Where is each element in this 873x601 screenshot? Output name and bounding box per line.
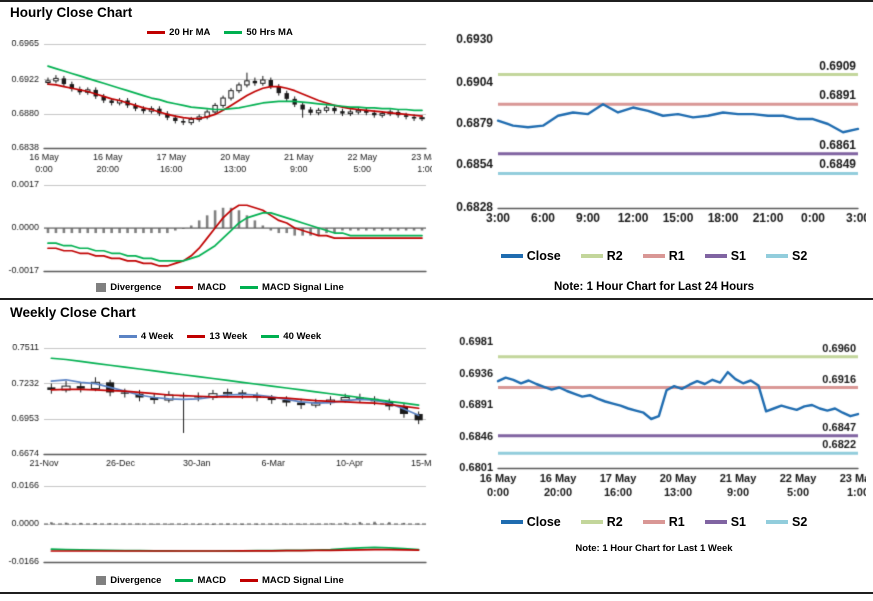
legend-label: MACD Signal Line — [261, 281, 344, 293]
legend-item-macd-signal-line: MACD Signal Line — [239, 574, 344, 586]
s2-swatch-icon — [766, 254, 788, 258]
legend-item-divergence: Divergence — [96, 575, 161, 586]
hourly-section-title: Hourly Close Chart — [10, 5, 133, 20]
legend-label: Close — [526, 249, 561, 263]
s1-swatch-icon — [704, 520, 727, 524]
weekly-macd-legend: Divergence MACD MACD Signal Line — [8, 572, 432, 588]
legend-item-13-week: 13 Week — [187, 331, 247, 342]
top-divider — [0, 0, 873, 2]
legend-label: Divergence — [110, 574, 162, 586]
legend-label: 4 Week — [140, 330, 174, 342]
s2-swatch-icon — [766, 520, 788, 524]
hourly-candlestick-chart — [8, 40, 432, 176]
weekly-section-title: Weekly Close Chart — [10, 305, 136, 320]
bottom-divider — [0, 592, 873, 594]
hourly-levels-legend: Close R2 R1 S1 S2 — [442, 248, 866, 264]
hourly-ma-legend: 20 Hr MA 50 Hrs MA — [8, 24, 432, 40]
legend-label: S1 — [730, 249, 746, 263]
weekly-close-levels-chart — [442, 334, 866, 510]
legend-item-s1: S1 — [704, 515, 746, 529]
legend-label: R2 — [606, 515, 623, 529]
legend-item-close: Close — [500, 249, 561, 263]
50-hrs-ma-swatch-icon — [224, 30, 243, 34]
4-week-swatch-icon — [118, 334, 137, 338]
weekly-chart-note: Note: 1 Hour Chart for Last 1 Week — [575, 543, 733, 554]
macd-swatch-icon — [175, 578, 194, 582]
legend-item-divergence: Divergence — [96, 282, 161, 293]
weekly-levels-legend: Close R2 R1 S1 S2 — [442, 514, 866, 530]
divergence-swatch-icon — [96, 575, 107, 585]
legend-item-r1: R1 — [642, 515, 685, 529]
legend-label: MACD — [197, 574, 226, 586]
legend-item-macd: MACD — [175, 282, 226, 293]
s1-swatch-icon — [704, 254, 727, 258]
legend-label: 13 Week — [209, 330, 248, 342]
legend-item-macd-signal-line: MACD Signal Line — [239, 281, 344, 293]
close-swatch-icon — [500, 254, 523, 258]
legend-item-close: Close — [500, 515, 561, 529]
legend-item-50-hrs-ma: 50 Hrs MA — [224, 26, 293, 38]
legend-item-s2: S2 — [766, 515, 807, 529]
legend-label: 50 Hrs MA — [246, 26, 293, 38]
r2-swatch-icon — [580, 520, 603, 524]
section-divider — [0, 298, 873, 300]
weekly-macd-chart — [8, 480, 432, 568]
13-week-swatch-icon — [187, 334, 206, 338]
hourly-macd-legend: Divergence MACD MACD Signal Line — [8, 279, 432, 295]
close-swatch-icon — [500, 520, 523, 524]
hourly-macd-chart — [8, 180, 432, 276]
hourly-chart-note: Note: 1 Hour Chart for Last 24 Hours — [554, 281, 754, 293]
r1-swatch-icon — [642, 254, 665, 258]
legend-label: S2 — [792, 515, 808, 529]
r1-swatch-icon — [642, 520, 665, 524]
legend-label: MACD — [197, 281, 226, 293]
legend-item-4-week: 4 Week — [118, 330, 174, 342]
r2-swatch-icon — [580, 254, 603, 258]
legend-label: 40 Week — [283, 330, 322, 342]
legend-item-macd: MACD — [175, 575, 226, 586]
legend-item-40-week: 40 Week — [261, 331, 321, 342]
divergence-swatch-icon — [96, 282, 107, 292]
legend-item-s2: S2 — [766, 249, 807, 263]
legend-label: R1 — [668, 249, 685, 263]
legend-label: Close — [526, 515, 561, 529]
weekly-candlestick-chart — [8, 344, 432, 474]
legend-label: MACD Signal Line — [261, 574, 344, 586]
legend-item-s1: S1 — [704, 249, 746, 263]
hourly-close-levels-chart — [442, 30, 866, 242]
legend-label: R1 — [668, 515, 685, 529]
legend-label: S2 — [792, 249, 808, 263]
legend-label: Divergence — [110, 281, 162, 293]
legend-label: R2 — [606, 249, 623, 263]
macd-signal-line-swatch-icon — [239, 285, 258, 289]
legend-item-r2: R2 — [580, 515, 623, 529]
legend-item-r2: R2 — [580, 249, 623, 263]
legend-item-r1: R1 — [642, 249, 685, 263]
20-hr-ma-swatch-icon — [147, 30, 166, 34]
macd-signal-line-swatch-icon — [239, 578, 258, 582]
legend-label: S1 — [730, 515, 746, 529]
legend-label: 20 Hr MA — [169, 26, 211, 38]
weekly-ma-legend: 4 Week 13 Week 40 Week — [8, 328, 432, 344]
40-week-swatch-icon — [261, 334, 280, 338]
legend-item-20-hr-ma: 20 Hr MA — [147, 27, 210, 38]
macd-swatch-icon — [175, 285, 194, 289]
